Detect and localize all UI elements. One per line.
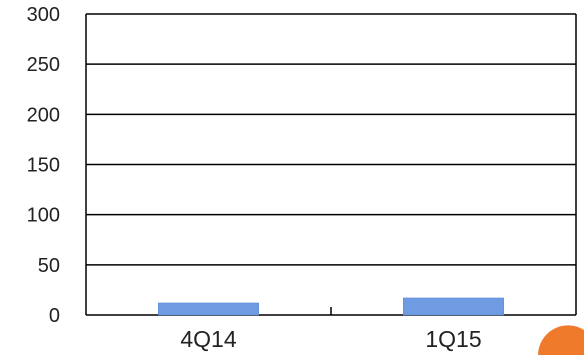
bar-4Q14	[158, 302, 259, 316]
bars	[158, 297, 504, 316]
plot-frame	[85, 14, 577, 315]
bar-1Q15	[403, 297, 504, 316]
y-tick-label-100: 100	[27, 205, 60, 227]
y-tick-label-0: 0	[49, 305, 60, 327]
x-tick-label-4Q14: 4Q14	[180, 326, 236, 352]
y-tick-label-150: 150	[27, 155, 60, 177]
x-axis-tick-labels: 4Q14 1Q15	[180, 326, 481, 352]
y-tick-label-200: 200	[27, 104, 60, 126]
y-tick-label-50: 50	[38, 255, 60, 277]
y-tick-label-300: 300	[27, 4, 60, 26]
gridlines	[86, 13, 576, 316]
y-axis-tick-labels: 0 50 100 150 200 250 300	[27, 4, 60, 327]
orange-corner-logo	[538, 325, 584, 355]
y-tick-label-250: 250	[27, 54, 60, 76]
x-tick-label-1Q15: 1Q15	[425, 326, 481, 352]
